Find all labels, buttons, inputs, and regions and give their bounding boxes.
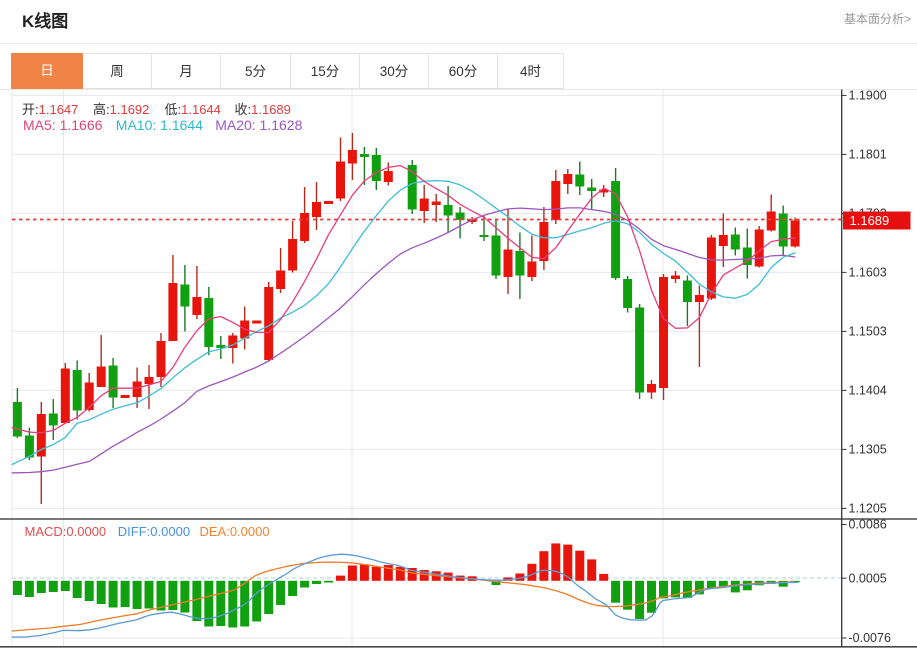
svg-text:0.0005: 0.0005	[849, 571, 887, 585]
svg-text:1.1503: 1.1503	[849, 325, 887, 339]
svg-text:1.1404: 1.1404	[849, 384, 887, 398]
svg-text:-0.0076: -0.0076	[849, 631, 891, 645]
svg-text:0.0086: 0.0086	[849, 518, 887, 532]
svg-text:1.1801: 1.1801	[849, 148, 887, 162]
svg-text:1.1305: 1.1305	[849, 443, 887, 457]
svg-text:1.1900: 1.1900	[849, 89, 887, 103]
svg-text:1.1689: 1.1689	[850, 213, 890, 228]
svg-text:1.1603: 1.1603	[849, 266, 887, 280]
svg-text:1.1205: 1.1205	[849, 502, 887, 516]
